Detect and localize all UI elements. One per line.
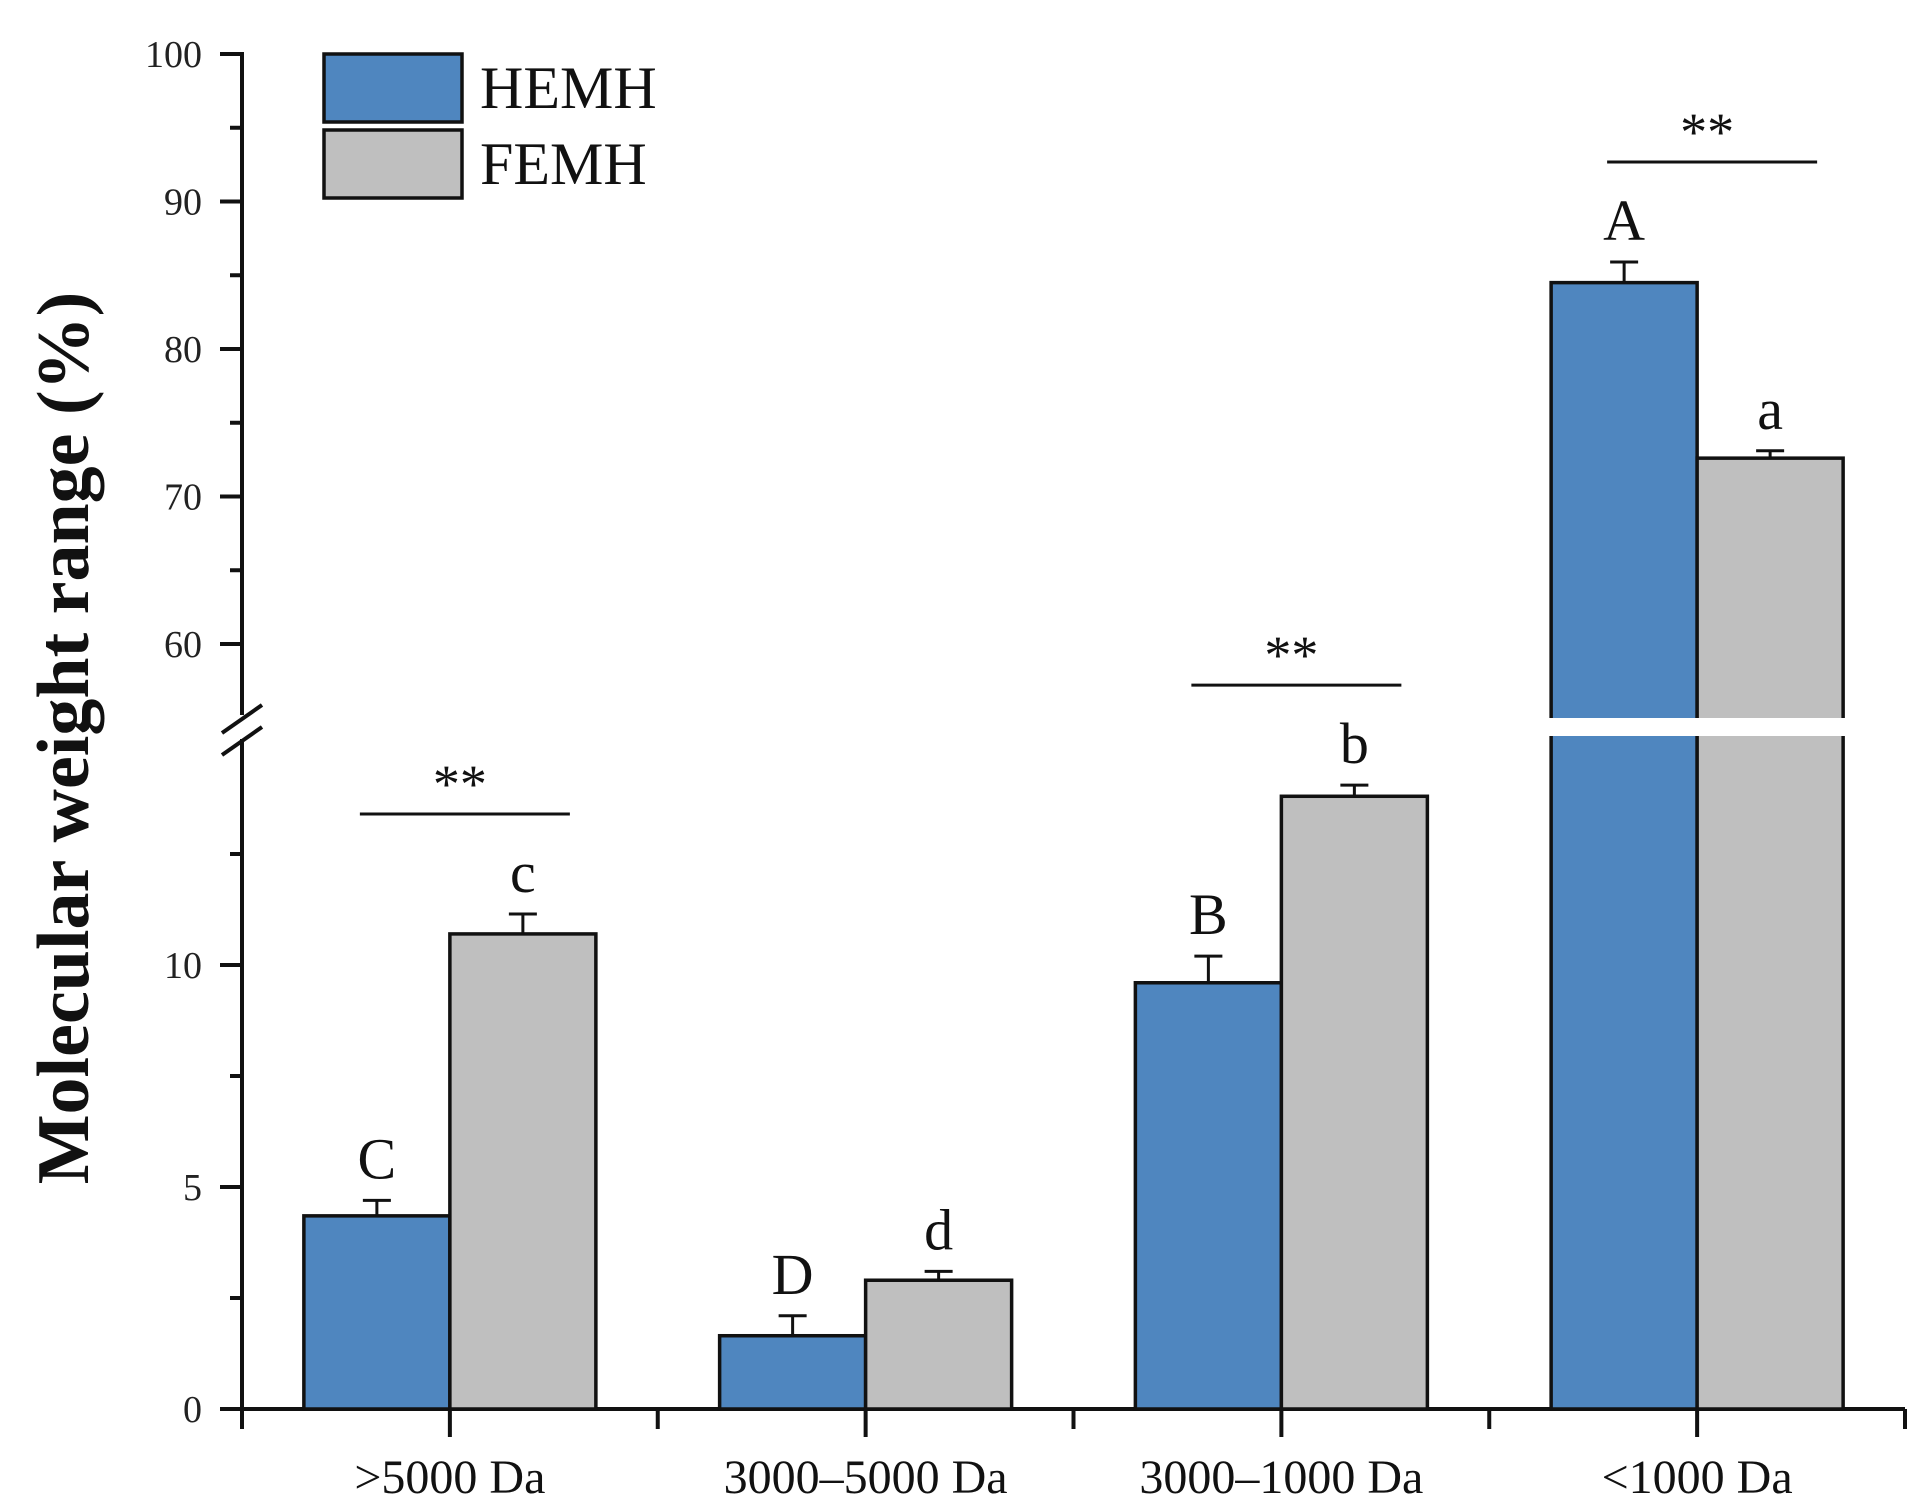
annotations: Cc ** Dd Bb ** Aa **	[358, 102, 1818, 1307]
bar-femh	[1279, 794, 1430, 1411]
y-tick-label: 0	[183, 1389, 202, 1431]
significance-letter: B	[1189, 882, 1228, 947]
bar-hemh	[717, 1333, 868, 1411]
axis-break-band	[1545, 718, 1850, 736]
x-tick-label: 3000–5000 Da	[724, 1451, 1008, 1504]
x-tick-label: 3000–1000 Da	[1139, 1451, 1423, 1504]
bar-hemh	[302, 1214, 452, 1411]
significance-stars: **	[1680, 102, 1734, 162]
y-tick-label: 90	[164, 182, 202, 224]
y-tick-label: 5	[183, 1167, 202, 1209]
y-tick-label: 60	[164, 624, 202, 666]
bar-hemh	[1133, 981, 1284, 1411]
significance-letter: A	[1603, 188, 1645, 253]
bar-femh	[863, 1278, 1014, 1411]
significance-letter: c	[510, 840, 536, 905]
y-tick-label: 10	[164, 945, 202, 987]
significance-letter: d	[924, 1197, 953, 1262]
legend-label: HEMH	[480, 55, 657, 121]
bar-hemh	[1549, 280, 1699, 1411]
y-tick-label: 80	[164, 329, 202, 371]
x-tick-label: >5000 Da	[354, 1451, 545, 1504]
legend: HEMH FEMH	[322, 52, 657, 200]
significance-letter: C	[358, 1126, 397, 1191]
bars	[302, 260, 1850, 1411]
y-axis-title: Molecular weight range (%)	[23, 292, 105, 1185]
axis-break-mark	[220, 703, 264, 735]
significance-stars: **	[1264, 625, 1318, 685]
bar-femh	[448, 932, 598, 1411]
y-tick-label: 70	[164, 477, 202, 519]
legend-swatch-femh	[322, 128, 464, 200]
y-tick-label: 100	[145, 34, 202, 76]
significance-letter: b	[1340, 711, 1369, 776]
significance-letter: a	[1757, 377, 1783, 442]
axis-break-mark	[220, 725, 264, 757]
x-tick-label: <1000 Da	[1602, 1451, 1793, 1504]
bar-femh	[1695, 456, 1845, 1411]
legend-label: FEMH	[480, 131, 647, 197]
significance-letter: D	[772, 1242, 814, 1307]
significance-stars: **	[433, 754, 487, 814]
axes: 60 70 80 90 100 0 5 10 >5000 Da 3000–5000 Da 3000–…	[145, 34, 1907, 1504]
legend-swatch-hemh	[322, 52, 464, 124]
